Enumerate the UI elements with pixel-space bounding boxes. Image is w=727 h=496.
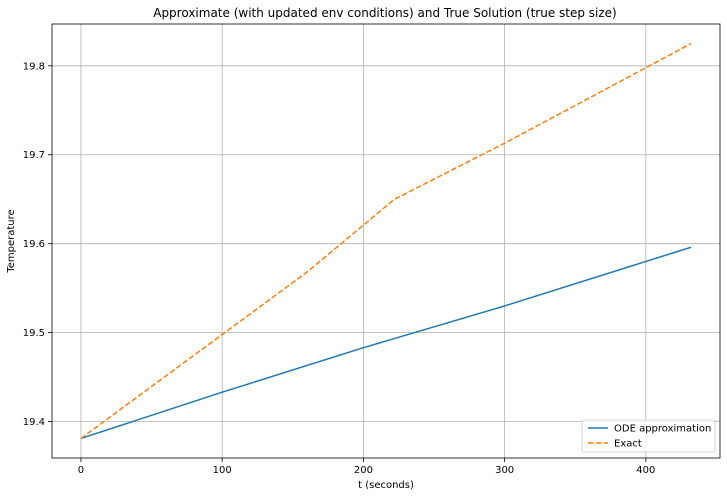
series-line-ode-approximation bbox=[80, 246, 692, 440]
x-tick-label: 300 bbox=[495, 465, 514, 476]
series-line-exact bbox=[80, 42, 692, 440]
y-tick-label: 19.7 bbox=[23, 150, 45, 161]
grid bbox=[52, 24, 720, 458]
axis-ticks: 0 100 200 300 400 19.4 19.5 19.6 19.7 19.8 bbox=[23, 61, 656, 476]
y-axis-label: Temperature bbox=[6, 209, 17, 273]
x-tick-label: 100 bbox=[213, 465, 232, 476]
x-tick-label: 400 bbox=[636, 465, 655, 476]
legend: ODE approximation Exact bbox=[581, 419, 716, 453]
y-tick-label: 19.4 bbox=[23, 417, 45, 428]
legend-label-ode-approximation: ODE approximation bbox=[614, 424, 711, 435]
x-axis-label: t (seconds) bbox=[358, 480, 414, 491]
y-tick-label: 19.8 bbox=[23, 61, 45, 72]
series-lines bbox=[80, 42, 692, 440]
x-tick-label: 200 bbox=[354, 465, 373, 476]
legend-box bbox=[581, 419, 716, 453]
legend-label-exact: Exact bbox=[614, 439, 642, 450]
y-tick-label: 19.5 bbox=[23, 328, 45, 339]
plot-frame bbox=[51, 23, 721, 459]
y-tick-label: 19.6 bbox=[23, 239, 45, 250]
x-tick-label: 0 bbox=[78, 465, 84, 476]
chart-title: Approximate (with updated env conditions… bbox=[153, 6, 617, 20]
